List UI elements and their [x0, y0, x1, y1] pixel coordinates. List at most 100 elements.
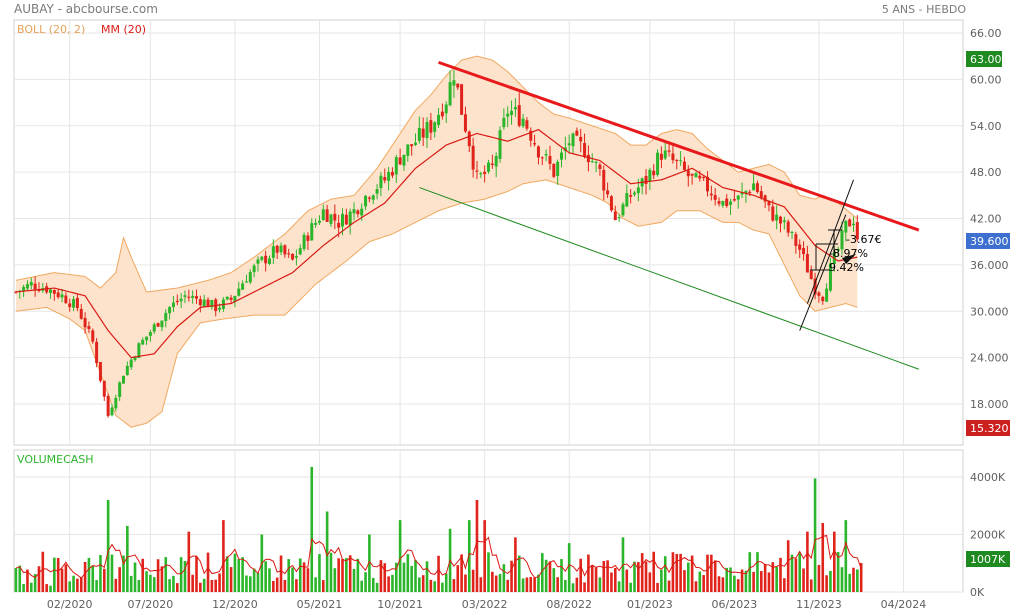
price-tick-label: 48.00 — [970, 166, 1002, 179]
candle-body — [575, 130, 579, 136]
candle-body — [225, 296, 229, 300]
candle-body — [129, 359, 133, 368]
candle-body — [122, 375, 125, 384]
candle-body — [244, 281, 248, 283]
volume-bar — [149, 574, 152, 592]
volume-bar — [475, 500, 479, 592]
candle-body — [110, 407, 114, 416]
volume-bar — [398, 520, 402, 592]
volume-bar — [164, 557, 168, 592]
badge-high-text: 63.00 — [970, 53, 1002, 66]
candle-body — [68, 303, 72, 308]
volume-bar — [771, 562, 775, 592]
candle-body — [513, 106, 517, 110]
candle-body — [594, 161, 598, 163]
candle-body — [633, 192, 636, 195]
candle-body — [652, 170, 656, 176]
candle-body — [583, 143, 587, 157]
volume-bar — [706, 554, 709, 592]
candle-body — [656, 152, 660, 175]
volume-bar — [587, 554, 590, 592]
volume-bar — [629, 582, 632, 592]
volume-bar — [406, 554, 410, 592]
candle-body — [298, 248, 302, 255]
candle-body — [767, 201, 771, 206]
candle-body — [118, 382, 122, 397]
volume-bar — [798, 552, 802, 592]
badge-last: 39.600 — [966, 233, 1010, 249]
volume-bar — [471, 569, 475, 592]
candle-body — [398, 157, 402, 165]
volume-bar — [87, 557, 91, 592]
moving-average — [15, 128, 858, 359]
volume-bar — [859, 563, 863, 592]
candle-body — [283, 245, 287, 255]
volume-bar — [517, 555, 521, 592]
candle-body — [164, 312, 168, 322]
volume-bar — [394, 562, 398, 592]
candle-body — [782, 220, 786, 222]
candlesticks — [14, 69, 859, 418]
candle-body — [183, 295, 187, 297]
candle-body — [560, 152, 563, 160]
volume-bar — [206, 552, 210, 592]
volume-bar — [387, 576, 390, 592]
price-axis: 66.00 60.00 54.00 48.00 42.00 36.000 30.000 24.… — [970, 27, 1009, 411]
candle-body — [771, 206, 775, 221]
candle-body — [483, 171, 487, 174]
candle-body — [529, 130, 533, 141]
measure-tool — [810, 229, 856, 271]
volume-tick-label: 4000K — [970, 471, 1006, 484]
candle-body — [248, 272, 252, 283]
volume-bar — [76, 578, 79, 592]
volume-bar — [156, 559, 160, 592]
volume-bar — [160, 566, 164, 592]
volume-bar — [637, 562, 640, 592]
price-tick-label: 60.00 — [970, 73, 1002, 86]
candle-body — [364, 195, 368, 207]
candle-body — [717, 201, 721, 204]
volume-bar — [237, 559, 241, 592]
volume-bar — [736, 579, 740, 592]
volume-bar — [202, 578, 206, 592]
candle-body — [256, 259, 260, 264]
candle-body — [775, 214, 779, 221]
volume-bar — [187, 531, 191, 592]
candle-body — [114, 397, 118, 409]
volume-bar — [660, 569, 663, 592]
candle-body — [329, 214, 333, 224]
candle-body — [625, 193, 629, 207]
candle-body — [794, 234, 798, 246]
volume-bar — [640, 553, 644, 592]
volume-bar — [809, 579, 813, 592]
candle-body — [310, 223, 314, 241]
volume-bar — [133, 562, 137, 592]
candle-body — [168, 307, 172, 314]
volume-bar — [844, 520, 848, 592]
volume-bar — [564, 579, 567, 592]
volume-bar — [391, 574, 394, 592]
volume-bar — [652, 551, 656, 592]
candle-body — [702, 177, 706, 179]
price-tick-label: 36.000 — [970, 259, 1009, 272]
candle-body — [371, 195, 375, 200]
candle-body — [798, 244, 802, 250]
volume-bar — [590, 565, 594, 592]
candle-body — [375, 189, 379, 194]
volume-bar — [95, 580, 98, 592]
candle-body — [490, 163, 494, 165]
candle-body — [844, 220, 848, 233]
candle-body — [52, 289, 56, 294]
volume-bar — [740, 569, 744, 592]
volume-bar — [110, 554, 114, 592]
volume-bar — [498, 573, 502, 592]
candle-body — [855, 222, 859, 240]
volume-bar — [713, 560, 717, 592]
volume-bar — [421, 575, 425, 592]
candle-body — [590, 161, 594, 163]
volume-bar — [210, 579, 214, 592]
candle-body — [49, 289, 52, 293]
date-axis: 02/2020 07/2020 12/2020 05/2021 10/2021 03/20… — [47, 598, 926, 611]
candle-body — [621, 204, 625, 216]
candle-body — [709, 193, 713, 196]
